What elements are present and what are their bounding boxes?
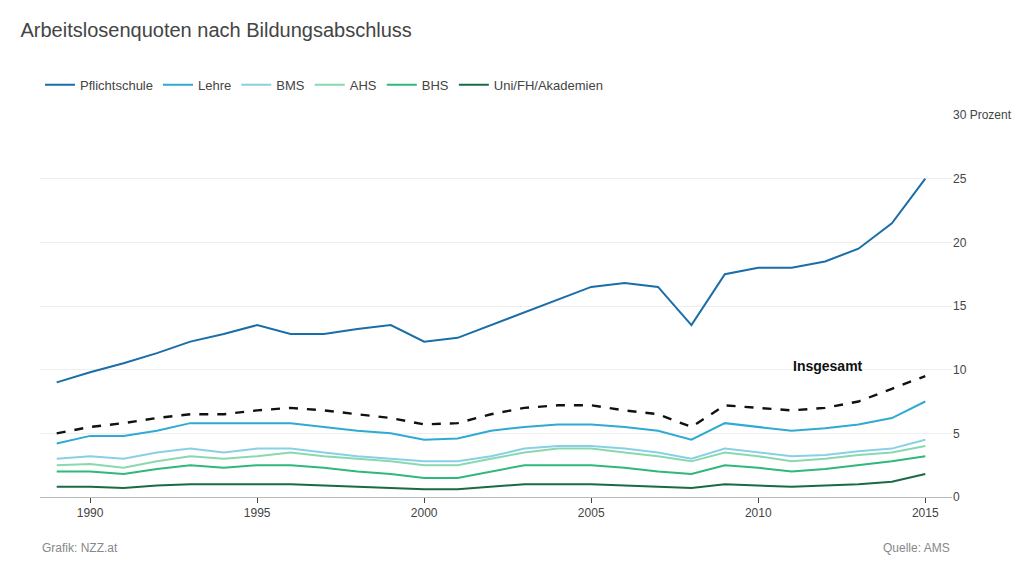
svg-text:AHS: AHS <box>350 78 377 93</box>
svg-text:Insgesamt: Insgesamt <box>793 358 863 374</box>
svg-text:Arbeitslosenquoten nach Bildun: Arbeitslosenquoten nach Bildungsabschlus… <box>20 19 411 41</box>
svg-text:25: 25 <box>953 172 967 186</box>
svg-text:2005: 2005 <box>578 506 605 520</box>
svg-text:Grafik: NZZ.at: Grafik: NZZ.at <box>42 541 118 555</box>
svg-text:BMS: BMS <box>276 78 305 93</box>
svg-text:2000: 2000 <box>411 506 438 520</box>
svg-text:15: 15 <box>953 299 967 313</box>
svg-text:1990: 1990 <box>77 506 104 520</box>
svg-text:10: 10 <box>953 363 967 377</box>
svg-text:Pflichtschule: Pflichtschule <box>80 78 153 93</box>
svg-text:5: 5 <box>953 427 960 441</box>
svg-text:30 Prozent: 30 Prozent <box>953 108 1012 122</box>
svg-text:Uni/FH/Akademien: Uni/FH/Akademien <box>494 78 603 93</box>
svg-text:BHS: BHS <box>422 78 449 93</box>
svg-text:2015: 2015 <box>912 506 939 520</box>
svg-text:Lehre: Lehre <box>198 78 231 93</box>
svg-text:2010: 2010 <box>745 506 772 520</box>
svg-text:0: 0 <box>953 490 960 504</box>
svg-text:Quelle: AMS: Quelle: AMS <box>883 541 950 555</box>
svg-text:1995: 1995 <box>244 506 271 520</box>
svg-text:20: 20 <box>953 236 967 250</box>
